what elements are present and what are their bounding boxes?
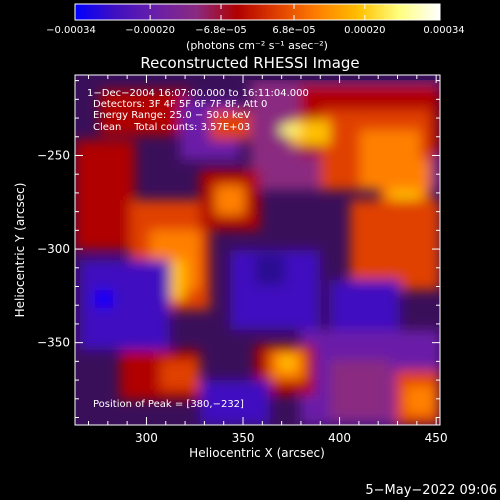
info-line-counts: Clean Total counts: 3.57E+03 [93,122,250,133]
chart-title: Reconstructed RHESSI Image [140,54,359,72]
x-axis-label: Heliocentric X (arcsec) [189,446,325,460]
info-line-energy: Energy Range: 25.0 − 50.0 keV [93,110,250,121]
heatmap-plot [74,74,441,426]
y-tick-label: −250 [37,148,70,162]
heatmap-region [255,255,285,285]
footer-date: 5−May−2022 09:06 [365,483,497,498]
colorbar-swatch [74,3,441,21]
x-tick-label: 350 [232,431,255,445]
heatmap-region [210,110,250,140]
colorbar-tick-label: −6.8e−05 [195,25,247,36]
heatmap-region [80,260,170,350]
heatmap-region [100,90,190,135]
y-axis-label: Heliocentric Y (arcsec) [13,183,27,318]
info-line-time: 1−Dec−2004 16:07:00.000 to 16:11:04.000 [87,88,309,99]
y-tick-label: −300 [37,242,70,256]
plot-frame [74,74,441,426]
heatmap-region [160,360,200,390]
heatmap-region [350,200,440,290]
heatmap-region [95,290,113,308]
colorbar-units-label: (photons cm⁻² s⁻¹ asec⁻²) [186,39,328,52]
info-line-detectors: Detectors: 3F 4F 5F 6F 7F 8F, Att 0 [93,99,267,110]
x-tick-label: 300 [135,431,158,445]
heatmap-region [280,125,300,135]
colorbar-tick-label: 6.8e−05 [272,25,315,36]
heatmap-region [215,185,245,215]
heatmap-region [200,380,270,425]
y-tick-label: −350 [37,336,70,350]
colorbar-tick-label: −0.00020 [125,25,175,36]
x-tick-label: 450 [425,431,448,445]
colorbar-ticks: −0.00034 −0.00020 −6.8e−05 6.8e−05 0.00020 0.… [46,4,465,36]
heatmap-region [280,355,295,370]
heatmap-region [330,360,390,420]
x-tick-label: 400 [328,431,351,445]
axis-ticks: 300 350 400 450 −250 −300 −350 [37,75,448,445]
colorbar-tick-label: −0.00034 [46,25,96,36]
colorbar-tick-label: 0.00034 [423,25,464,36]
heatmap-region [405,385,435,415]
heatmap-region [75,140,135,250]
peak-position-label: Position of Peak = [380,−232] [93,399,244,410]
colorbar-tick-label: 0.00020 [344,25,385,36]
